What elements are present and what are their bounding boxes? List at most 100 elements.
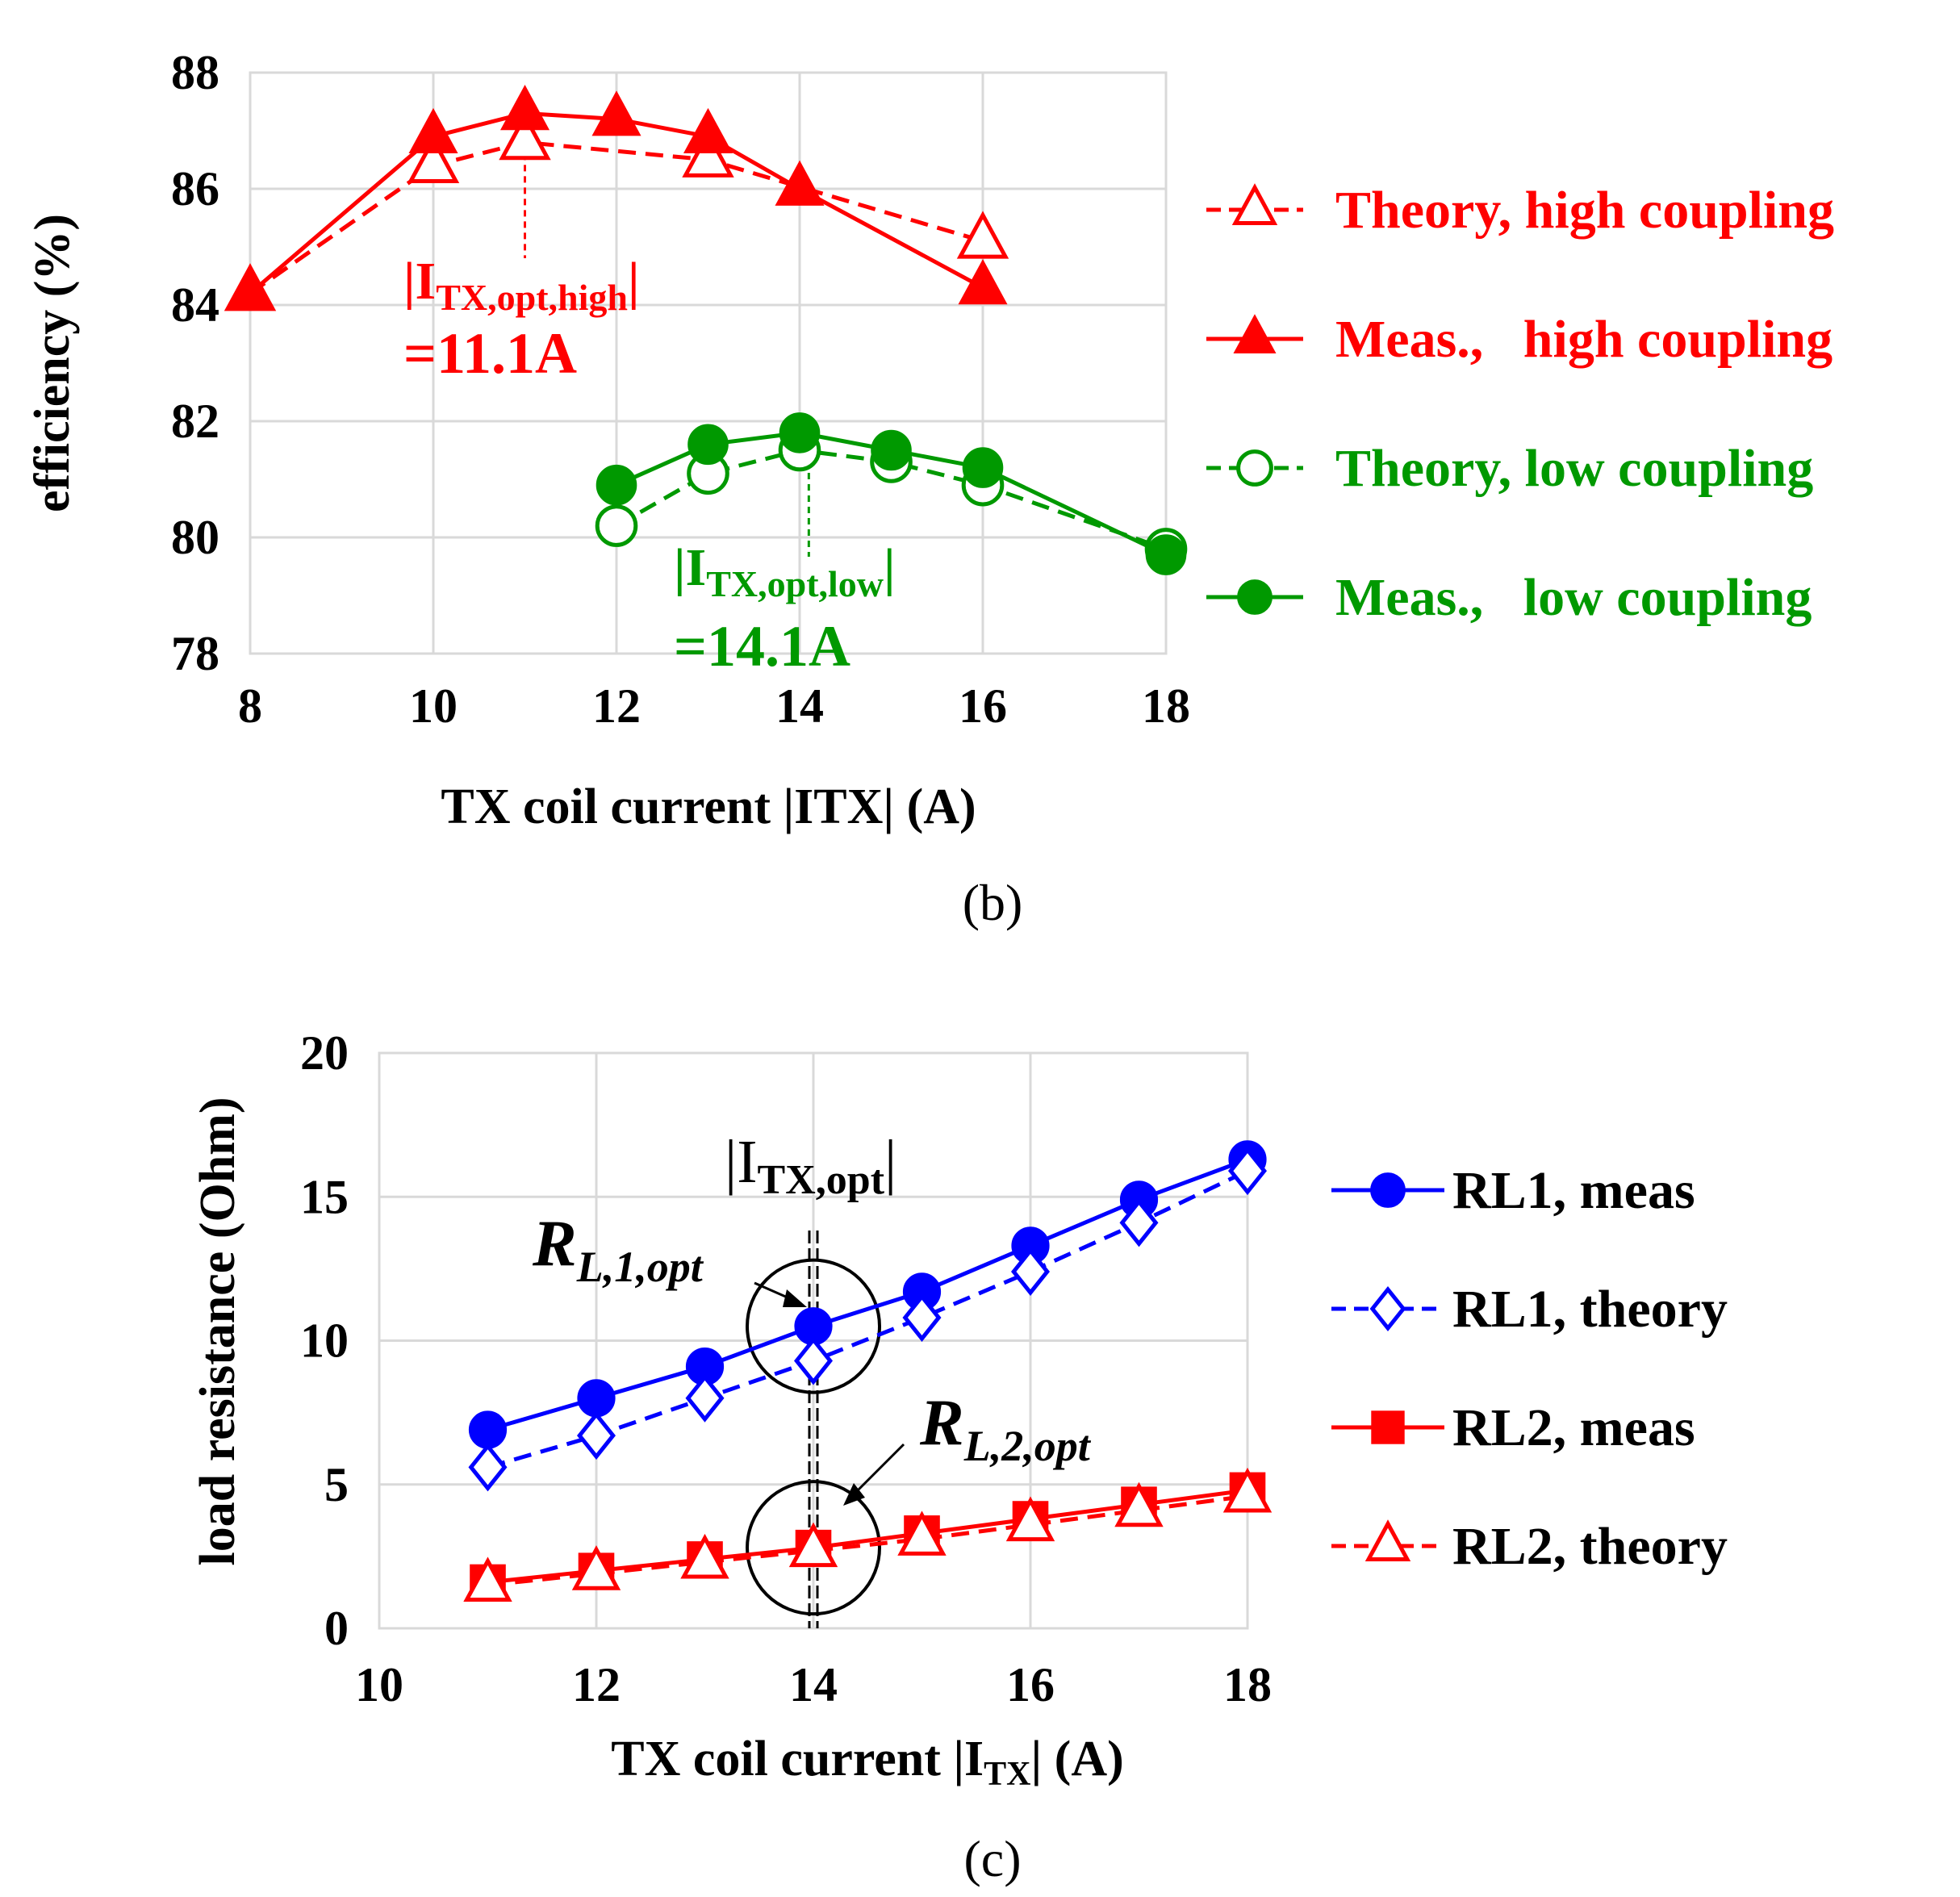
- c-x-axis-label: TX coil current |ITX| (A): [611, 1732, 1124, 1793]
- b-legend-label: Theory, low coupling: [1335, 439, 1813, 498]
- c-series-3: [463, 1467, 1273, 1602]
- c-data-point: [1010, 1247, 1051, 1296]
- c-x-tick-label: 10: [355, 1658, 403, 1711]
- b-y-tick-label: 84: [171, 278, 219, 332]
- c-x-tick-label: 18: [1223, 1658, 1272, 1711]
- b-caption: (b): [963, 874, 1023, 931]
- c-data-point: [1222, 1467, 1273, 1513]
- c-x-tick-label: 14: [789, 1658, 838, 1711]
- b-data-point: [956, 211, 1009, 259]
- c-legend-item: RL1, meas: [1331, 1161, 1695, 1220]
- b-annotation-low-value: =14.1A: [674, 614, 850, 679]
- c-legend-swatch-marker: [1364, 1519, 1411, 1562]
- c-series: [463, 1140, 1273, 1602]
- c-series-1: [468, 1147, 1268, 1492]
- b-legend-item: Theory, low coupling: [1206, 439, 1813, 498]
- b-y-tick-label: 86: [171, 162, 219, 215]
- c-annotation-itx-opt: |ITX,opt|: [725, 1128, 896, 1203]
- b-data-point: [775, 160, 825, 206]
- c-legend-label: RL2, theory: [1452, 1517, 1728, 1576]
- c-y-tick-label: 20: [300, 1026, 349, 1080]
- c-rl1-arrowhead: [783, 1289, 807, 1307]
- c-plot-frame: [378, 1051, 1249, 1630]
- b-x-axis-label: TX coil current |ITX| (A): [441, 779, 976, 834]
- c-x-tick-labels: 10 12 14 16 18: [355, 1658, 1272, 1711]
- c-annotation-rl2-sub: L,2,opt: [963, 1422, 1092, 1470]
- c-data-point: [1227, 1147, 1268, 1196]
- b-data-point: [687, 424, 729, 466]
- c-data-point: [685, 1373, 725, 1423]
- c-x-axis-label-sub: TX: [984, 1756, 1030, 1793]
- b-legend-swatch-marker: [1233, 314, 1277, 354]
- c-data-point: [902, 1293, 942, 1342]
- b-y-tick-label: 78: [171, 627, 219, 680]
- b-data-point: [591, 90, 641, 136]
- b-legend-swatch-marker: [1231, 183, 1278, 226]
- b-annotation-high-sub: TX,opt,high: [436, 277, 628, 318]
- c-series-line: [487, 1494, 1248, 1588]
- c-annotation-rl1-sub: L,1,opt: [576, 1243, 704, 1291]
- b-y-axis-label: efficiency (%): [25, 214, 80, 512]
- b-data-point: [499, 111, 551, 161]
- c-legend-item: RL2, meas: [1331, 1398, 1695, 1457]
- c-caption: (c): [963, 1830, 1021, 1887]
- c-x-axis-label-main: TX coil current |I: [611, 1732, 984, 1786]
- c-annotation-itx-opt-sub: TX,opt: [758, 1157, 885, 1203]
- b-data-point: [682, 129, 734, 178]
- b-data-point: [1145, 534, 1187, 575]
- c-data-point: [468, 1410, 508, 1449]
- b-annotation-high-main: |I: [403, 252, 436, 311]
- b-data-point: [962, 447, 1004, 488]
- b-y-tick-label: 82: [171, 395, 219, 448]
- b-legend-swatch-marker: [1237, 579, 1273, 615]
- c-rl1-highlight-circle: [746, 1258, 881, 1394]
- c-data-point: [788, 1522, 838, 1568]
- b-annotation-low-close: |: [884, 538, 896, 597]
- c-legend-swatch-marker: [1370, 1172, 1406, 1208]
- c-x-axis-label-end: | (A): [1031, 1732, 1124, 1786]
- b-series-3: [596, 412, 1187, 575]
- b-legend-item: Meas., low coupling: [1206, 568, 1812, 627]
- c-y-tick-label: 5: [324, 1458, 349, 1511]
- c-data-point: [571, 1545, 621, 1590]
- c-rl2-arrowhead: [843, 1483, 865, 1506]
- b-data-point: [499, 85, 550, 131]
- b-y-tick-labels: 78 80 82 84 86 88: [171, 46, 219, 680]
- c-x-tick-label: 16: [1006, 1658, 1055, 1711]
- b-x-tick-labels: 8 10 12 14 16 18: [238, 679, 1190, 733]
- c-legend-swatch-marker: [1371, 1410, 1405, 1444]
- b-annotation-low-main: |I: [674, 538, 706, 597]
- c-y-tick-label: 0: [324, 1602, 349, 1655]
- c-legend-label: RL1, meas: [1452, 1161, 1695, 1220]
- c-annotation-rl2-main: R: [919, 1385, 964, 1459]
- c-annotation-rl1-main: R: [532, 1206, 577, 1280]
- b-data-point: [407, 135, 460, 184]
- b-annotation-high-label: |ITX,opt,high|: [403, 252, 640, 318]
- c-data-point: [1005, 1496, 1055, 1542]
- c-y-tick-label: 10: [300, 1314, 349, 1368]
- c-optimum-guides: [746, 1231, 905, 1628]
- b-plot-frame: [249, 71, 1168, 655]
- c-legend-swatch-marker: [1369, 1285, 1406, 1332]
- b-data-point: [408, 107, 458, 154]
- chart-c: 0 5 10 15 20 10 12 14 16 18 load resistance (Ohm…: [190, 1026, 1728, 1887]
- b-data-point: [779, 412, 821, 453]
- b-series-1: [225, 85, 1008, 311]
- c-data-point: [1119, 1198, 1159, 1247]
- c-legend-label: RL1, theory: [1452, 1280, 1728, 1339]
- c-data-point: [793, 1336, 834, 1385]
- c-annotation-rl1-opt: RL,1,opt: [532, 1206, 704, 1291]
- b-legend-item: Meas., high coupling: [1206, 310, 1833, 369]
- b-data-point: [871, 429, 912, 471]
- c-annotation-itx-opt-main: |I: [725, 1128, 758, 1196]
- c-y-tick-label: 15: [300, 1170, 349, 1223]
- c-y-axis-label: load resistance (Ohm): [190, 1097, 245, 1566]
- c-series-line: [487, 1168, 1249, 1469]
- c-legend: RL1, meas RL1, theory RL2, meas RL2, theory: [1331, 1161, 1728, 1576]
- b-annotation-high-value: =11.1A: [403, 321, 577, 386]
- b-data-point: [225, 265, 275, 311]
- b-y-tick-label: 88: [171, 46, 219, 99]
- c-data-point: [897, 1510, 947, 1556]
- b-annotation-low-sub: TX,opt,low: [706, 563, 884, 604]
